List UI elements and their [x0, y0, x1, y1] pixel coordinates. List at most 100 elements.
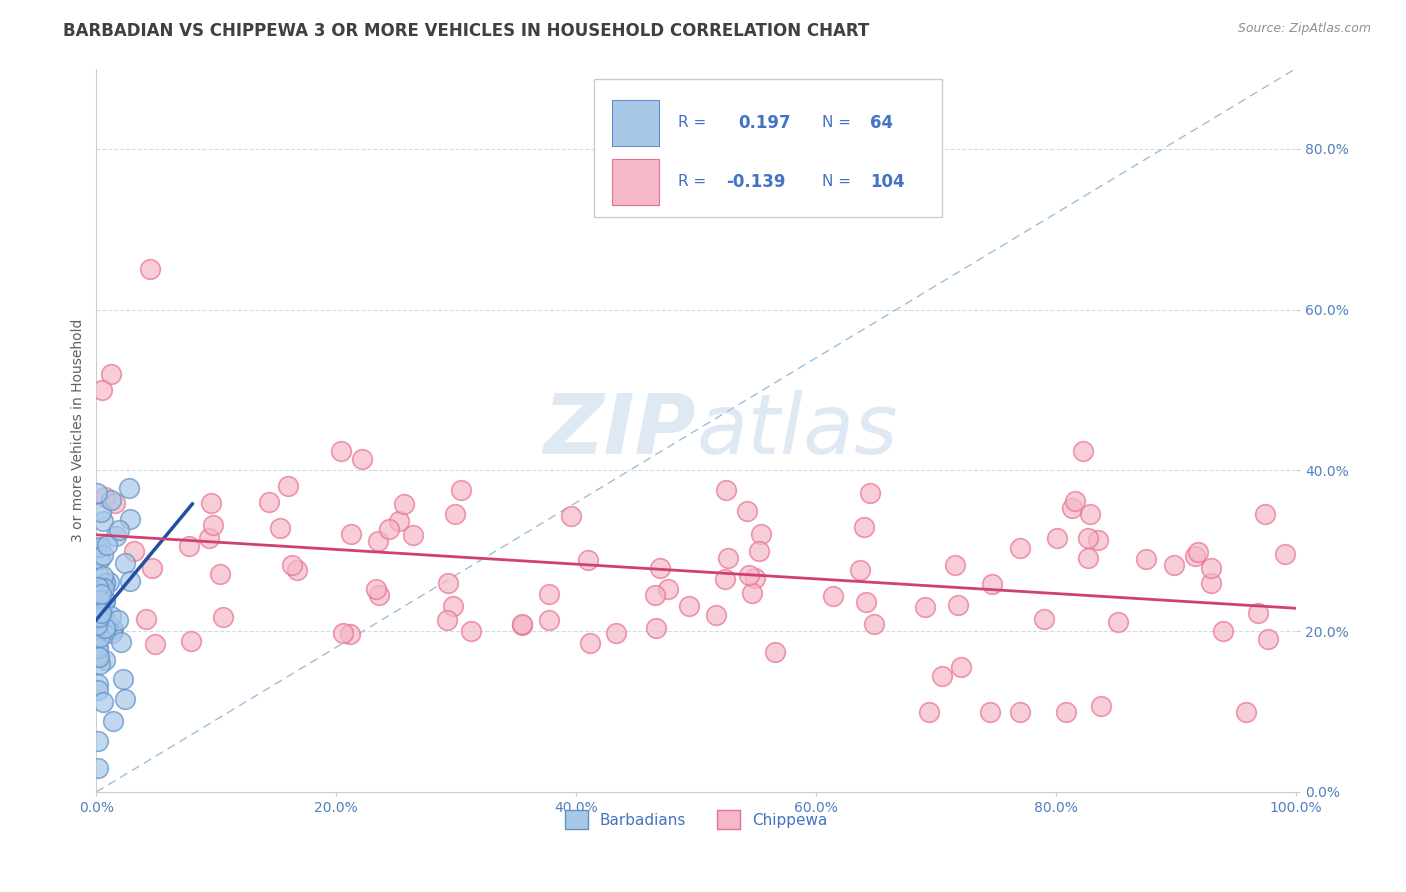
Point [1234, 705, 1257, 719]
Point [118, 511, 141, 525]
Point [1257, 632, 1279, 647]
Point [90, 582, 112, 596]
Y-axis label: 3 or more Vehicles in Household: 3 or more Vehicles in Household [72, 318, 86, 542]
Point [212, 610, 235, 624]
Text: Source: ZipAtlas.com: Source: ZipAtlas.com [1237, 22, 1371, 36]
Point [143, 636, 166, 650]
Text: atlas: atlas [696, 390, 898, 471]
Point [377, 522, 399, 536]
FancyBboxPatch shape [612, 159, 659, 205]
Point [853, 519, 876, 533]
Point [855, 595, 877, 609]
Point [650, 560, 672, 574]
Point [436, 613, 458, 627]
Point [917, 705, 939, 719]
Point [112, 672, 135, 686]
Point [1078, 507, 1101, 521]
Point [1046, 531, 1069, 545]
Point [87, 617, 110, 632]
Text: N =: N = [823, 115, 851, 130]
Point [97, 616, 120, 631]
Point [87, 648, 110, 662]
Point [285, 563, 308, 577]
Point [209, 566, 232, 581]
Point [94, 653, 117, 667]
Text: 104: 104 [870, 173, 904, 191]
Text: BARBADIAN VS CHIPPEWA 3 OR MORE VEHICLES IN HOUSEHOLD CORRELATION CHART: BARBADIAN VS CHIPPEWA 3 OR MORE VEHICLES… [63, 22, 869, 40]
Point [89, 552, 111, 566]
Point [339, 627, 361, 641]
Point [122, 543, 145, 558]
Point [943, 558, 966, 573]
Point [644, 589, 666, 603]
Point [644, 621, 666, 635]
Point [104, 529, 127, 543]
Text: N =: N = [823, 175, 851, 189]
Point [714, 483, 737, 497]
Point [367, 588, 389, 602]
Point [90, 582, 112, 596]
Point [86, 622, 108, 636]
Text: 0.197: 0.197 [738, 114, 790, 132]
Point [1247, 606, 1270, 620]
Legend: Barbadians, Chippewa: Barbadians, Chippewa [558, 804, 834, 835]
Point [510, 618, 533, 632]
Point [576, 553, 599, 567]
Text: 64: 64 [870, 114, 893, 132]
Point [1054, 705, 1077, 719]
Point [101, 625, 124, 640]
Point [914, 600, 936, 615]
Point [103, 622, 125, 636]
Point [704, 608, 727, 623]
Point [1135, 552, 1157, 566]
Point [94, 575, 117, 590]
Point [749, 526, 772, 541]
Point [86, 640, 108, 654]
Point [90, 505, 112, 519]
Point [1010, 705, 1032, 719]
Point [1077, 551, 1099, 566]
Point [94, 594, 117, 608]
Point [441, 599, 464, 614]
Point [738, 567, 761, 582]
Point [605, 625, 627, 640]
Point [510, 616, 533, 631]
Point [560, 509, 582, 524]
Point [86, 541, 108, 556]
Point [678, 599, 700, 613]
Point [402, 528, 425, 542]
Text: ZIP: ZIP [544, 390, 696, 471]
Point [107, 614, 129, 628]
Point [579, 636, 602, 650]
Point [118, 481, 141, 495]
Point [329, 443, 352, 458]
Point [1064, 493, 1087, 508]
Point [89, 582, 111, 596]
Point [87, 761, 110, 775]
Point [96, 538, 118, 552]
Point [141, 561, 163, 575]
Point [87, 590, 110, 604]
Point [269, 521, 291, 535]
Point [100, 492, 122, 507]
Point [821, 589, 844, 603]
Text: R =: R = [678, 115, 706, 130]
Point [364, 582, 387, 597]
Point [979, 705, 1001, 719]
Point [86, 586, 108, 600]
Point [87, 734, 110, 748]
Point [91, 605, 114, 619]
Point [763, 644, 786, 658]
Point [460, 624, 482, 638]
Point [444, 508, 467, 522]
Point [89, 541, 111, 555]
Point [89, 657, 111, 671]
Point [277, 479, 299, 493]
Point [94, 593, 117, 607]
Point [100, 608, 122, 623]
Point [91, 568, 114, 582]
Text: R =: R = [678, 175, 706, 189]
Point [94, 624, 117, 638]
Point [135, 612, 157, 626]
Point [1090, 698, 1112, 713]
